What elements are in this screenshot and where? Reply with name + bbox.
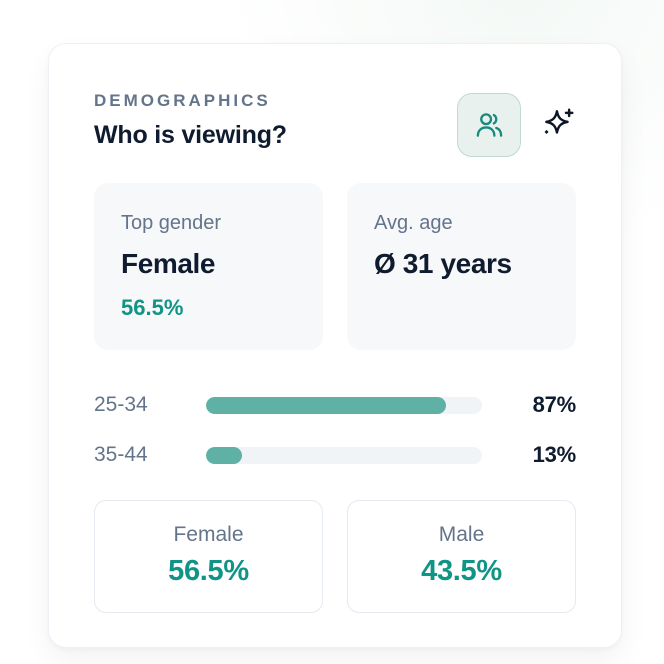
avg-age-value: Ø 31 years — [374, 248, 512, 279]
top-gender-tile: Top gender Female 56.5% — [94, 183, 323, 350]
female-percent: 56.5% — [168, 555, 249, 587]
bar-fill — [206, 446, 242, 464]
age-distribution-chart: 25-34 87% 35-44 13% — [94, 392, 576, 468]
female-split-card: Female 56.5% — [94, 500, 323, 613]
ai-insights-button[interactable] — [540, 106, 576, 142]
male-split-card: Male 43.5% — [347, 500, 576, 613]
header-actions — [457, 93, 576, 157]
card-header: DEMOGRAPHICS Who is viewing? — [94, 91, 576, 157]
top-gender-label: Top gender — [121, 212, 222, 234]
age-bar-row: 25-34 87% — [94, 392, 576, 418]
age-range-label: 25-34 — [94, 393, 148, 416]
users-icon — [474, 110, 505, 141]
male-percent: 43.5% — [421, 555, 502, 587]
bar-track — [206, 396, 482, 414]
avg-age-label: Avg. age — [374, 212, 453, 234]
female-label: Female — [173, 523, 244, 546]
top-gender-value: Female — [121, 248, 216, 279]
bar-percent: 13% — [532, 442, 577, 467]
eyebrow-label: DEMOGRAPHICS — [94, 91, 271, 110]
male-label: Male — [438, 523, 485, 546]
age-bar-row: 35-44 13% — [94, 442, 576, 468]
bar-track — [206, 446, 482, 464]
bar-fill — [206, 396, 447, 414]
audience-button[interactable] — [457, 93, 521, 157]
demographics-card: DEMOGRAPHICS Who is viewing? — [48, 43, 622, 648]
top-gender-percent: 56.5% — [121, 295, 184, 320]
sparkles-icon — [540, 106, 576, 142]
gender-split: Female 56.5% Male 43.5% — [94, 500, 576, 613]
bar-percent: 87% — [532, 392, 577, 417]
age-range-label: 35-44 — [94, 443, 148, 466]
header-text: DEMOGRAPHICS Who is viewing? — [94, 91, 287, 150]
summary-tiles: Top gender Female 56.5% Avg. age Ø 31 ye… — [94, 183, 576, 350]
page-title: Who is viewing? — [94, 121, 287, 149]
avg-age-tile: Avg. age Ø 31 years — [347, 183, 576, 350]
